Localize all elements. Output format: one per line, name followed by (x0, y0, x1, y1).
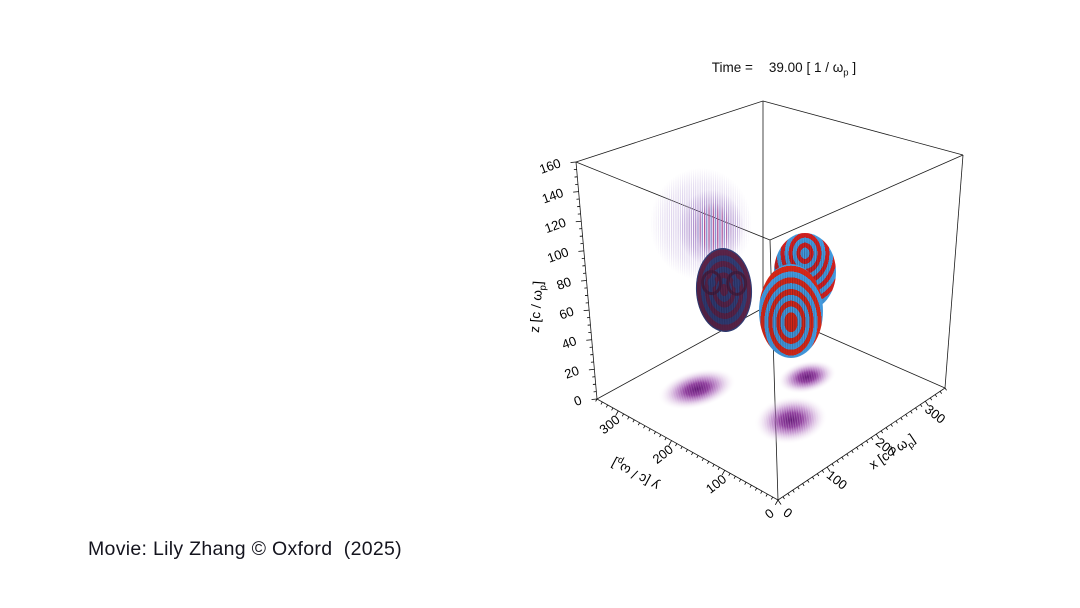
z-tick-label: 140 (540, 185, 566, 207)
z-tick-label: 80 (555, 274, 574, 293)
floor-projection-1 (653, 360, 741, 418)
z-axis: 0 20 40 60 80 100 120 140 160 (537, 155, 598, 409)
y-tick-label: 300 (596, 412, 622, 437)
x-tick-label: 100 (824, 467, 850, 492)
z-tick-label: 120 (542, 215, 568, 237)
time-readout: Time = 39.00 [ 1 / ωp ] (697, 45, 856, 94)
time-value: 39.00 (768, 60, 803, 75)
floor-projection-2 (774, 355, 840, 399)
z-tick-label: 60 (557, 303, 576, 322)
x-tick-label: 0 (780, 505, 795, 521)
time-label: Time = (711, 60, 753, 75)
time-unit-suffix: ] (848, 60, 857, 75)
y-tick-label: 0 (762, 505, 777, 521)
z-tick-label: 20 (562, 363, 581, 382)
z-axis-title: z [c / ωp] (526, 280, 549, 334)
y-tick-label: 100 (703, 471, 729, 496)
z-tick-label: 100 (545, 244, 571, 266)
z-tick-label: 40 (560, 333, 579, 352)
pulse-disk-back-left (693, 246, 755, 334)
x-tick-label: 300 (922, 401, 948, 426)
time-unit: [ 1 / ω (802, 60, 844, 75)
z-tick-label: 160 (537, 155, 563, 177)
pulse-disk-front (759, 264, 823, 358)
credit-text: Movie: Lily Zhang © Oxford (2025) (88, 538, 402, 560)
floor-projection-3 (751, 391, 831, 449)
y-tick-label: 200 (650, 442, 676, 467)
time-unit-sub: p (843, 67, 849, 79)
z-tick-label: 0 (572, 392, 584, 409)
